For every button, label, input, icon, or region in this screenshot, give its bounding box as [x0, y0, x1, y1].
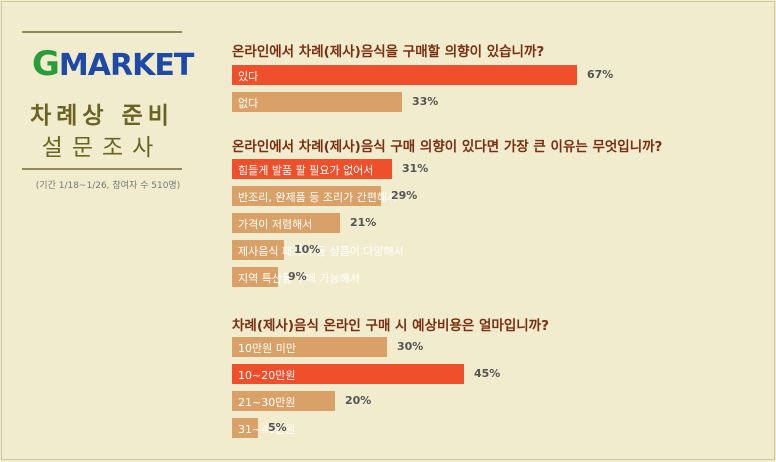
bar-label: 지역 특산물 구매 가능해서 — [238, 272, 360, 285]
bar-q3-3: 21~30만원 — [232, 391, 335, 411]
page-title: 차례상 준비 — [30, 103, 174, 129]
bar-label: 없다 — [238, 97, 259, 110]
bar-label: 가격이 저렴해서 — [238, 218, 313, 231]
gmarket-logo: GMARKET — [32, 44, 194, 84]
bar-label: 10~20만원 — [238, 369, 296, 382]
logo-text: MARKET — [58, 48, 194, 83]
bar-label: 31~40만원 — [238, 423, 296, 436]
bar-label: 반조리, 완제품 등 조리가 간편해서 — [238, 191, 398, 204]
bar-label: 있다 — [238, 70, 259, 83]
bar-q2-5: 지역 특산물 구매 가능해서 — [232, 267, 360, 287]
value-label: 33% — [412, 95, 439, 108]
bar-label: 10만원 미만 — [238, 342, 296, 355]
survey-period: (기간 1/18~1/26, 참여자 수 510명) — [35, 181, 181, 191]
value-label: 30% — [397, 340, 424, 353]
value-label: 29% — [391, 189, 418, 202]
value-label: 67% — [587, 68, 614, 81]
value-label: 10% — [294, 243, 321, 256]
bottom-divider — [22, 168, 182, 170]
value-label: 9% — [288, 270, 307, 283]
title-panel: GMARKET 차례상 준비 설문조사 (기간 1/18~1/26, 참여자 수… — [22, 2, 194, 202]
question-2: 온라인에서 차례(제사)음식 구매 의향이 있다면 가장 큰 이유는 무엇입니까… — [232, 139, 663, 155]
value-label: 5% — [268, 421, 287, 434]
question-3: 차례(제사)음식 온라인 구매 시 예상비용은 얼마입니까? — [232, 318, 549, 334]
value-label: 45% — [474, 367, 501, 380]
bar-q3-2: 10~20만원 — [232, 364, 464, 384]
bar-label: 제사음식 패키지 등 상품이 다양해서 — [238, 245, 404, 258]
page-subtitle: 설문조사 — [41, 135, 163, 161]
bar-q2-3: 가격이 저렴해서 — [232, 213, 340, 233]
bar-q1-1: 있다 — [232, 65, 577, 85]
bar-q3-1: 10만원 미만 — [232, 337, 387, 357]
bar-q1-2: 없다 — [232, 92, 402, 112]
bar-label: 힘들게 발품 팔 필요가 없어서 — [238, 164, 374, 177]
bar-q3-4: 31~40만원 — [232, 418, 295, 438]
value-label: 20% — [345, 394, 372, 407]
bar-q2-2: 반조리, 완제품 등 조리가 간편해서 — [232, 186, 397, 206]
question-1: 온라인에서 차례(제사)음식을 구매할 의향이 있습니까? — [232, 44, 545, 60]
bar-label: 21~30만원 — [238, 396, 296, 409]
top-divider — [22, 31, 182, 33]
value-label: 31% — [402, 162, 429, 175]
logo-g: G — [32, 44, 60, 84]
value-label: 21% — [350, 216, 377, 229]
bar-q2-1: 힘들게 발품 팔 필요가 없어서 — [232, 159, 392, 179]
bar-q2-4: 제사음식 패키지 등 상품이 다양해서 — [232, 240, 404, 260]
